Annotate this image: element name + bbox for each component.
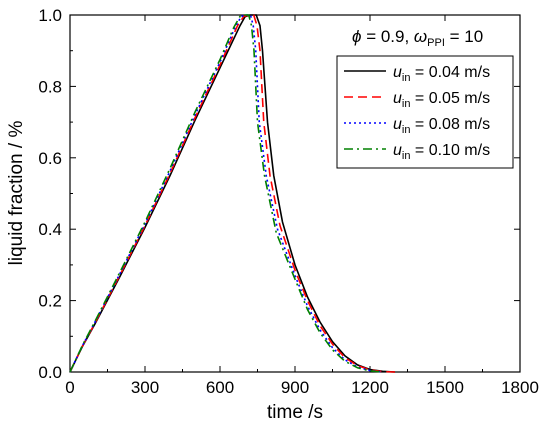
x-axis-tick-labels: 0 300 600 900 1200 1500 1800 <box>65 378 539 397</box>
y-axis-ticks <box>70 14 520 373</box>
legend-subscript: in <box>402 98 411 110</box>
series-line <box>69 14 383 373</box>
legend-label: uin = 0.04 m/s <box>393 64 490 84</box>
y-tick-label: 0.4 <box>38 220 62 239</box>
x-tick-label: 1500 <box>426 378 464 397</box>
x-tick-label: 900 <box>281 378 309 397</box>
y-tick-label: 0.6 <box>38 149 62 168</box>
legend-symbol: u <box>393 116 402 133</box>
legend-subscript: in <box>402 150 411 162</box>
omega-value: = 10 <box>445 27 483 46</box>
legend-subscript: in <box>402 124 411 136</box>
x-tick-label: 1200 <box>351 378 389 397</box>
legend-label: uin = 0.05 m/s <box>393 90 490 110</box>
legend-value: = 0.05 m/s <box>410 90 490 107</box>
y-tick-label: 0.8 <box>38 77 62 96</box>
x-axis-label: time /s <box>267 402 323 423</box>
phi-value: = 0.9, <box>361 27 413 46</box>
legend-label: uin = 0.08 m/s <box>393 116 490 136</box>
y-tick-label: 0.2 <box>38 292 62 311</box>
legend-value: = 0.10 m/s <box>410 142 490 159</box>
omega-subscript: PPI <box>427 37 445 49</box>
x-tick-label: 300 <box>131 378 159 397</box>
legend-symbol: u <box>393 142 402 159</box>
legend-label: uin = 0.10 m/s <box>393 142 490 162</box>
series-lines <box>69 14 396 373</box>
series-line <box>69 14 396 373</box>
legend-value: = 0.08 m/s <box>410 116 490 133</box>
x-tick-label: 1800 <box>501 378 539 397</box>
phi-symbol: ϕ <box>352 27 361 46</box>
parameter-annotation: ϕ = 0.9, ωPPI = 10 <box>352 27 483 49</box>
x-tick-label: 0 <box>65 378 74 397</box>
y-tick-label: 1.0 <box>38 6 62 25</box>
legend-symbol: u <box>393 90 402 107</box>
legend-value: = 0.04 m/s <box>410 64 490 81</box>
legend-subscript: in <box>402 72 411 84</box>
x-axis-ticks <box>69 15 521 372</box>
y-tick-label: 0.0 <box>38 363 62 382</box>
y-axis-tick-labels: 0.0 0.2 0.4 0.6 0.8 1.0 <box>38 6 62 382</box>
legend-symbol: u <box>393 64 402 81</box>
omega-symbol: ω <box>414 27 427 46</box>
series-line <box>69 14 383 373</box>
y-axis-label: liquid fraction / % <box>6 121 27 266</box>
x-tick-label: 600 <box>206 378 234 397</box>
